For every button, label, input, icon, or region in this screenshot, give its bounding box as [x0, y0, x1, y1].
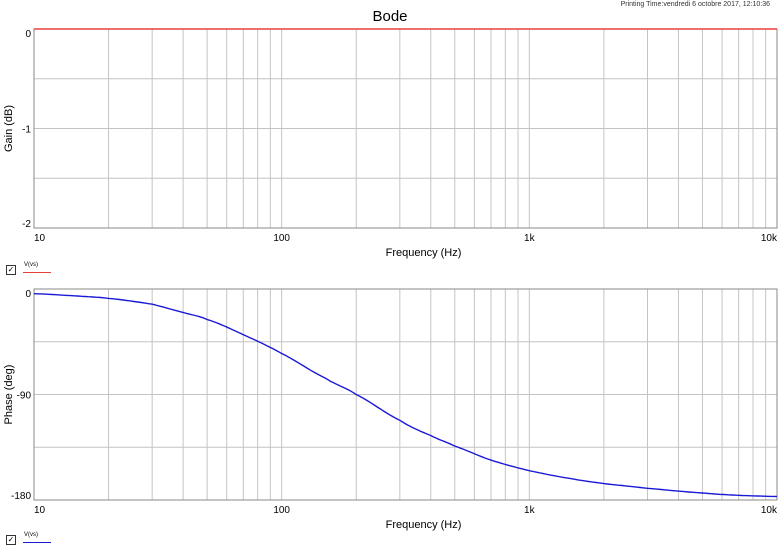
gain-y-axis-label: Gain (dB) — [3, 105, 15, 152]
gain-plot: 10 100 1k 10k 0 -1 -2 Frequency (Hz) Gain (dB) — [3, 28, 778, 259]
gain-y-tick-label: 0 — [25, 29, 31, 40]
gain-x-tick-label: 1k — [524, 233, 536, 244]
gain-legend-swatch — [23, 272, 51, 273]
chart-title: Bode — [372, 8, 408, 25]
printing-time: Printing Time:vendredi 6 octobre 2017, 1… — [620, 1, 770, 8]
gain-x-tick-label: 10 — [34, 233, 46, 244]
phase-legend-checkbox[interactable]: ✓ — [6, 535, 16, 545]
gain-y-tick-label: -2 — [22, 219, 31, 230]
phase-y-tick-label: -180 — [11, 491, 31, 502]
phase-x-tick-label: 10k — [761, 505, 778, 516]
phase-plot: 10 100 1k 10k 0 -90 -180 Frequency (Hz) Phase (d… — [3, 288, 778, 531]
gain-x-tick-label: 10k — [761, 233, 778, 244]
gain-x-tick-label: 100 — [273, 233, 290, 244]
phase-y-axis-label: Phase (deg) — [3, 365, 15, 425]
phase-series-line-0 — [33, 293, 778, 498]
phase-legend-label: V(vs) — [24, 532, 38, 538]
phase-x-axis-label: Frequency (Hz) — [386, 519, 462, 531]
phase-axes-frame — [33, 288, 778, 501]
phase-x-tick-label: 1k — [524, 505, 536, 516]
phase-x-tick-label: 10 — [34, 505, 46, 516]
phase-x-tick-label: 100 — [273, 505, 290, 516]
phase-legend-swatch — [23, 542, 51, 543]
gain-x-axis-label: Frequency (Hz) — [386, 247, 462, 259]
phase-y-tick-label: 0 — [25, 289, 31, 300]
gain-y-tick-label: -1 — [22, 125, 31, 136]
gain-legend-checkbox[interactable]: ✓ — [6, 265, 16, 275]
phase-y-tick-label: -90 — [17, 391, 32, 402]
gain-legend-label: V(vs) — [24, 262, 38, 268]
